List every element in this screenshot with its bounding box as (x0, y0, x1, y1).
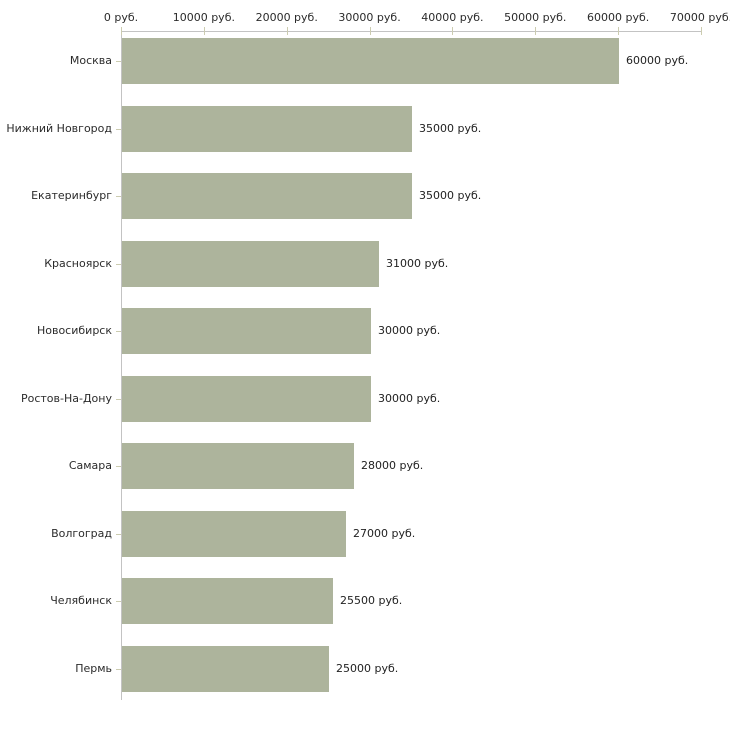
category-label: Челябинск (50, 594, 112, 607)
x-axis-tick-label: 50000 руб. (504, 11, 567, 24)
x-axis-tick-label: 10000 руб. (172, 11, 235, 24)
x-axis-tick-mark (535, 27, 537, 35)
x-axis-tick-mark (369, 27, 371, 35)
bar (122, 38, 619, 84)
bar (122, 578, 333, 624)
x-axis-tick-mark (203, 27, 205, 35)
bar (122, 510, 346, 557)
category-label: Волгоград (51, 526, 112, 540)
x-axis-tick-mark (618, 27, 620, 35)
x-axis-line (121, 31, 701, 32)
y-axis-tick-mark (116, 61, 121, 62)
value-label: 35000 руб. (419, 189, 482, 202)
value-label: 60000 руб. (626, 54, 689, 67)
value-label: 25500 руб. (340, 594, 403, 607)
x-axis-tick-label: 20000 руб. (255, 11, 318, 24)
bar (122, 443, 354, 489)
value-label: 30000 руб. (378, 391, 441, 405)
value-label: 28000 руб. (361, 459, 424, 472)
value-label: 31000 руб. (386, 256, 449, 270)
bar (122, 645, 329, 692)
x-axis-tick-mark (286, 27, 288, 35)
category-label: Новосибирск (36, 324, 112, 337)
x-axis-tick-mark (121, 27, 122, 35)
category-label: Самара (68, 459, 112, 472)
y-axis-tick-mark (116, 533, 121, 535)
bar (122, 105, 412, 152)
x-axis-tick-label: 60000 руб. (587, 11, 650, 24)
y-axis-tick-mark (116, 196, 121, 197)
value-label: 27000 руб. (353, 526, 416, 540)
y-axis-tick-mark (116, 466, 121, 467)
category-label: Москва (69, 54, 112, 67)
y-axis-tick-mark (116, 398, 121, 400)
y-axis-tick-mark (116, 601, 121, 602)
value-label: 30000 руб. (378, 324, 441, 337)
y-axis-tick-mark (116, 668, 121, 670)
y-axis-tick-mark (116, 128, 121, 130)
y-axis-line (121, 31, 122, 700)
category-label: Красноярск (44, 256, 112, 270)
value-label: 35000 руб. (419, 121, 482, 135)
x-axis-tick-mark (701, 27, 702, 35)
bar (122, 308, 371, 354)
y-axis-tick-mark (116, 263, 121, 265)
category-label: Ростов-На-Дону (20, 391, 112, 405)
category-label: Екатеринбург (31, 189, 112, 202)
x-axis-tick-label: 30000 руб. (338, 11, 401, 24)
value-label: 25000 руб. (336, 661, 399, 675)
x-axis-tick-mark (452, 27, 454, 35)
bar (122, 375, 371, 422)
category-label: Нижний Новгород (6, 121, 112, 135)
bar (122, 240, 379, 287)
x-axis-tick-label: 0 руб. (103, 11, 139, 24)
x-axis-tick-label: 70000 руб. (669, 11, 730, 24)
y-axis-tick-mark (116, 331, 121, 332)
category-label: Пермь (75, 661, 112, 675)
x-axis-tick-label: 40000 руб. (421, 11, 484, 24)
bar (122, 173, 412, 219)
